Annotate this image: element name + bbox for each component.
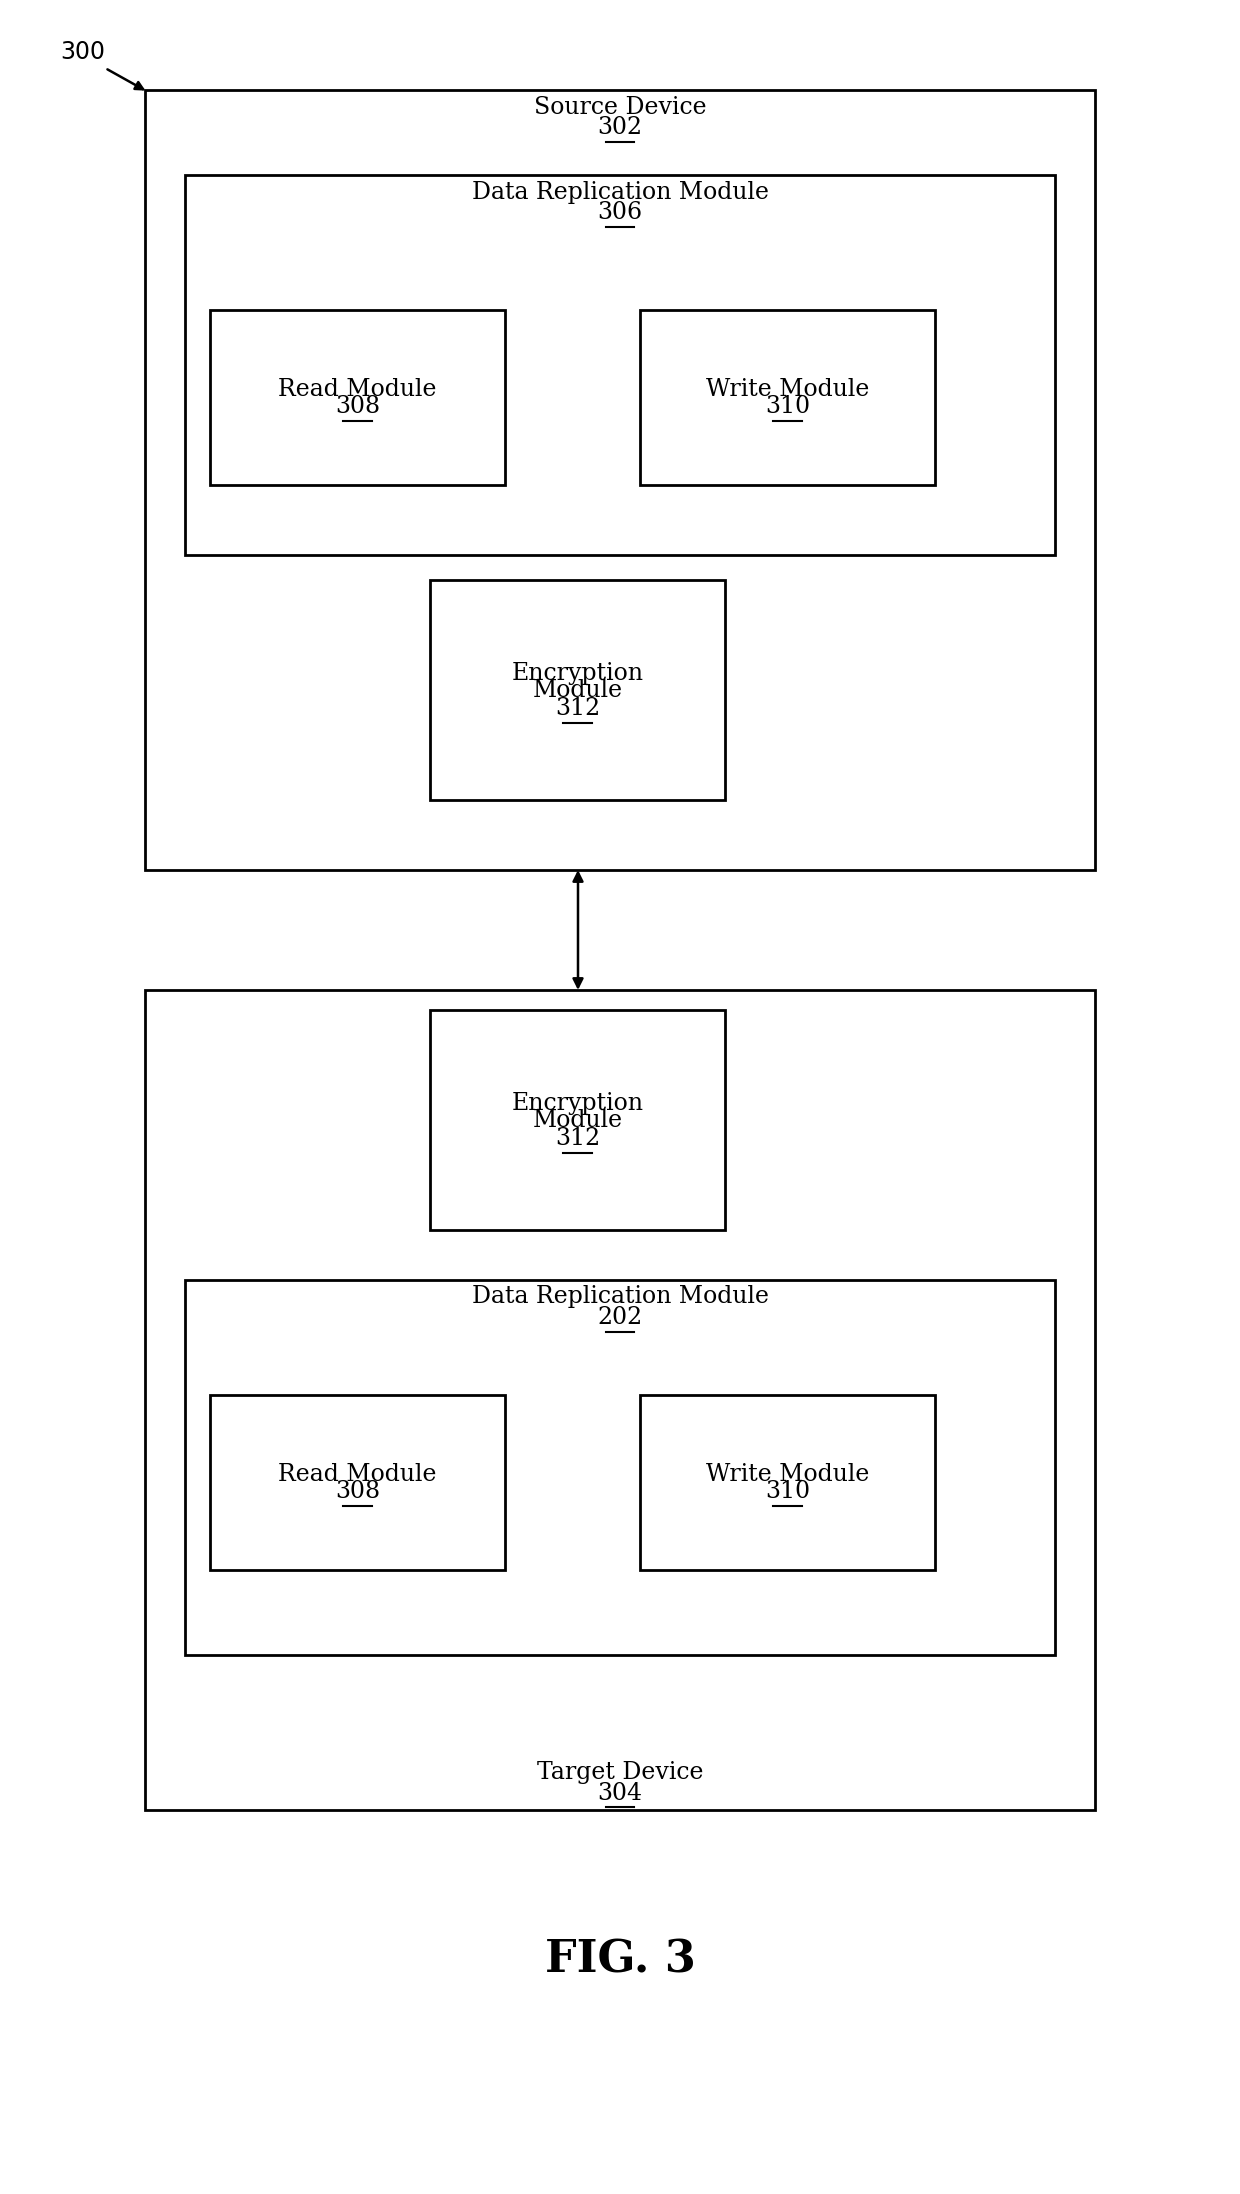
Bar — [430, 579, 725, 801]
Bar — [640, 309, 935, 485]
Text: 312: 312 — [554, 1128, 600, 1150]
Bar — [210, 309, 505, 485]
Text: 308: 308 — [335, 1481, 381, 1503]
Text: 302: 302 — [598, 116, 642, 138]
Text: 310: 310 — [765, 395, 810, 419]
Text: 308: 308 — [335, 395, 381, 419]
Text: Data Replication Module: Data Replication Module — [471, 180, 769, 204]
Text: Read Module: Read Module — [278, 377, 436, 402]
Bar — [430, 1009, 725, 1231]
Bar — [210, 1395, 505, 1571]
Text: 202: 202 — [598, 1305, 642, 1330]
Bar — [145, 989, 1095, 1810]
Text: 306: 306 — [598, 202, 642, 224]
Text: Target Device: Target Device — [537, 1762, 703, 1784]
Bar — [185, 1279, 1055, 1654]
Text: 310: 310 — [765, 1481, 810, 1503]
Text: Data Replication Module: Data Replication Module — [471, 1286, 769, 1308]
Bar — [145, 90, 1095, 871]
Text: 300: 300 — [60, 39, 105, 64]
Text: Module: Module — [532, 680, 622, 702]
Text: Write Module: Write Module — [706, 377, 869, 402]
Text: Encryption: Encryption — [511, 663, 644, 685]
Bar — [640, 1395, 935, 1571]
Text: Read Module: Read Module — [278, 1463, 436, 1485]
Text: 304: 304 — [598, 1782, 642, 1803]
Text: 312: 312 — [554, 698, 600, 720]
Text: Write Module: Write Module — [706, 1463, 869, 1485]
Text: Encryption: Encryption — [511, 1093, 644, 1115]
Text: Source Device: Source Device — [533, 97, 707, 118]
Bar — [185, 176, 1055, 555]
Text: FIG. 3: FIG. 3 — [544, 1939, 696, 1981]
Text: Module: Module — [532, 1110, 622, 1132]
